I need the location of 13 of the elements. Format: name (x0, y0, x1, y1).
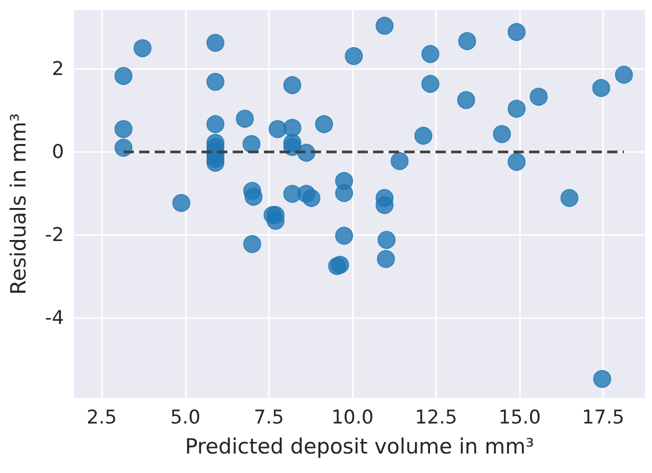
x-axis-title: Predicted deposit volume in mm³ (185, 434, 534, 458)
x-tick-label: 5.0 (170, 406, 200, 428)
y-axis-title: Residuals in mm³ (6, 113, 30, 295)
y-tick-label: 2 (52, 58, 64, 80)
x-tick-label: 2.5 (86, 406, 117, 428)
x-tick-label: 12.5 (414, 406, 458, 428)
y-tick-label: -4 (45, 306, 64, 329)
y-tick-label: 0 (52, 140, 64, 163)
x-tick-label: 17.5 (582, 406, 624, 428)
x-tick-label: 7.5 (254, 406, 284, 428)
x-tick-label: 10.0 (331, 406, 374, 428)
y-tick-label: -2 (45, 224, 64, 246)
x-tick-label: 15.0 (498, 406, 541, 428)
